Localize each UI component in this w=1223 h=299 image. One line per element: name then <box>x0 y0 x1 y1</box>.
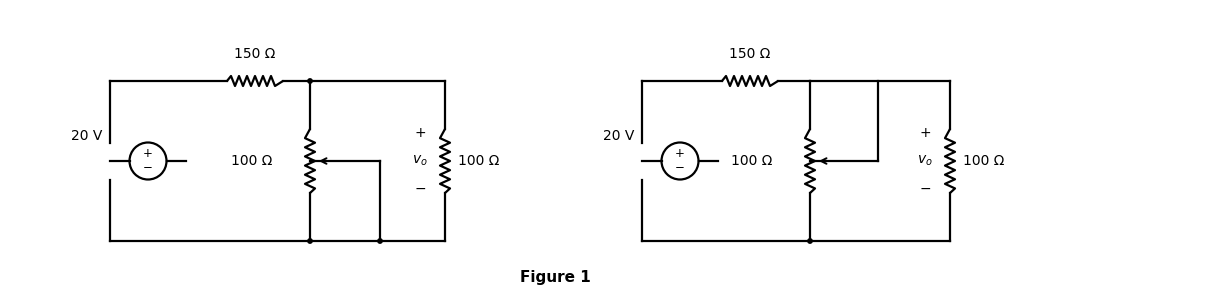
Text: 150 Ω: 150 Ω <box>729 47 770 61</box>
Text: 100 Ω: 100 Ω <box>963 154 1004 168</box>
Text: +: + <box>675 147 685 160</box>
Circle shape <box>308 79 312 83</box>
Text: −: − <box>920 182 931 196</box>
Text: 20 V: 20 V <box>603 129 634 143</box>
Text: 100 Ω: 100 Ω <box>730 154 772 168</box>
Circle shape <box>308 239 312 243</box>
Text: −: − <box>675 161 685 174</box>
Text: +: + <box>920 126 931 140</box>
Text: Figure 1: Figure 1 <box>520 270 591 285</box>
Text: 150 Ω: 150 Ω <box>235 47 275 61</box>
Circle shape <box>378 239 383 243</box>
Text: 20 V: 20 V <box>71 129 102 143</box>
Circle shape <box>808 239 812 243</box>
Text: −: − <box>415 182 426 196</box>
Text: −: − <box>143 161 153 174</box>
Text: $v_o$: $v_o$ <box>412 154 428 168</box>
Text: $v_o$: $v_o$ <box>917 154 933 168</box>
Text: +: + <box>143 147 153 160</box>
Text: 100 Ω: 100 Ω <box>231 154 272 168</box>
Text: +: + <box>415 126 426 140</box>
Text: 100 Ω: 100 Ω <box>457 154 499 168</box>
